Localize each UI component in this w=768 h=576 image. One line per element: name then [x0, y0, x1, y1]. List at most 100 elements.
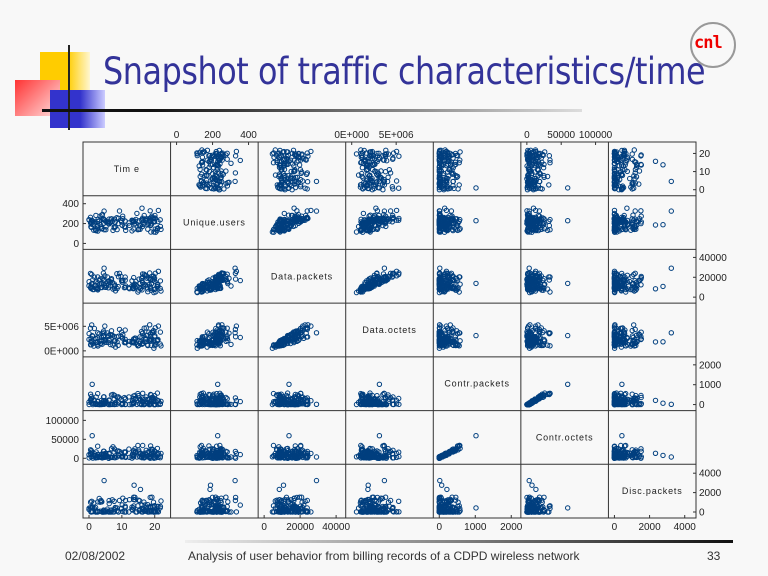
data-point	[288, 183, 295, 189]
data-point	[360, 210, 367, 217]
matrix-frame	[82, 141, 697, 519]
data-point	[374, 393, 380, 399]
data-point	[473, 433, 479, 439]
data-point	[237, 277, 244, 284]
data-point	[147, 208, 153, 214]
data-point	[281, 219, 288, 226]
data-point	[204, 172, 210, 178]
data-point	[108, 392, 115, 398]
data-point	[540, 222, 546, 228]
data-point	[86, 455, 92, 461]
data-point	[93, 212, 99, 219]
data-point	[619, 147, 625, 154]
data-point	[638, 336, 644, 342]
data-point	[129, 338, 135, 344]
data-point	[154, 445, 161, 452]
data-point	[270, 343, 277, 349]
data-point	[295, 328, 301, 335]
data-point	[366, 153, 373, 159]
data-point	[525, 178, 532, 184]
data-point	[289, 450, 295, 456]
data-point	[621, 217, 627, 224]
data-point	[668, 265, 674, 271]
data-point	[393, 217, 400, 223]
data-point	[116, 395, 123, 401]
variable-label-contr-packets: Contr.packets	[444, 379, 509, 389]
data-point	[278, 167, 284, 173]
data-point	[155, 207, 162, 214]
data-point	[131, 283, 137, 290]
data-point	[121, 285, 128, 291]
data-point	[200, 390, 207, 396]
data-point	[281, 185, 287, 192]
data-point	[216, 328, 222, 335]
data-point	[532, 224, 539, 230]
slide-title: Snapshot of traffic characteristics/time	[103, 50, 706, 93]
data-point	[389, 184, 395, 190]
data-point	[147, 284, 153, 291]
data-point	[374, 208, 381, 214]
data-point	[546, 153, 552, 159]
data-point	[313, 401, 320, 407]
data-point	[544, 173, 551, 180]
data-point	[390, 156, 396, 162]
data-point	[145, 342, 151, 349]
data-point	[536, 216, 543, 223]
data-point	[142, 335, 148, 341]
data-point	[536, 152, 543, 158]
data-point	[366, 224, 372, 230]
data-point	[286, 433, 292, 439]
data-point	[89, 322, 95, 328]
data-point	[619, 433, 625, 439]
data-point	[660, 222, 666, 228]
data-point	[106, 450, 112, 456]
data-point	[116, 208, 123, 214]
data-point	[93, 285, 99, 291]
data-point	[532, 323, 539, 329]
data-point	[668, 401, 674, 407]
data-point	[129, 453, 135, 459]
data-point	[140, 442, 146, 449]
data-point	[632, 326, 638, 333]
data-point	[535, 285, 541, 291]
data-point	[292, 443, 298, 449]
data-point	[436, 275, 442, 282]
data-point	[88, 396, 94, 402]
data-point	[358, 160, 364, 166]
data-point	[116, 448, 123, 455]
data-point	[199, 162, 206, 168]
data-point	[89, 433, 95, 439]
data-point	[87, 447, 94, 453]
data-point	[207, 342, 213, 349]
data-point	[154, 338, 161, 344]
data-point	[638, 394, 644, 401]
data-point	[223, 448, 229, 454]
data-point	[632, 284, 639, 291]
data-point	[366, 159, 372, 165]
data-point	[95, 443, 101, 449]
data-point	[304, 186, 310, 192]
data-point	[611, 167, 618, 173]
data-point	[88, 338, 94, 344]
data-point	[122, 396, 129, 402]
data-point	[303, 401, 309, 408]
data-point	[303, 455, 309, 461]
data-point	[371, 156, 378, 162]
data-point	[98, 226, 105, 232]
data-point	[215, 381, 221, 387]
data-point	[382, 448, 389, 454]
data-point	[612, 273, 618, 279]
data-point	[618, 172, 625, 178]
data-point	[525, 175, 531, 181]
data-point	[638, 273, 644, 280]
data-point	[102, 401, 108, 407]
data-point	[200, 149, 207, 155]
decoration-vertical-line	[68, 45, 70, 130]
data-point	[437, 265, 443, 271]
data-point	[111, 285, 118, 292]
data-point	[224, 325, 230, 331]
data-point	[638, 392, 644, 399]
data-point	[279, 166, 285, 173]
data-point	[449, 224, 455, 230]
data-point	[533, 338, 539, 344]
